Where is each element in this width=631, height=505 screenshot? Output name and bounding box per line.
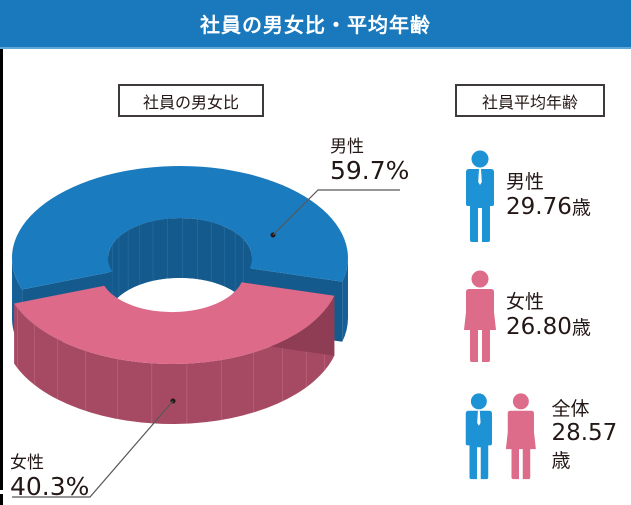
gender-ratio-heading: 社員の男女比 bbox=[118, 84, 264, 117]
male-age-value: 29.76 bbox=[506, 193, 572, 220]
left-border bbox=[0, 494, 3, 505]
female-label-percent: 40.3% bbox=[10, 472, 90, 501]
overall-age-text: 全体 28.57歳 bbox=[551, 397, 631, 474]
overall-average-age: 全体 28.57歳 bbox=[462, 390, 631, 482]
female-label-name: 女性 bbox=[10, 453, 44, 473]
page-title: 社員の男女比・平均年齢 bbox=[200, 13, 431, 37]
overall-age-unit: 歳 bbox=[551, 449, 571, 472]
male-label-percent: 59.7% bbox=[330, 156, 410, 185]
female-age-unit: 歳 bbox=[571, 316, 591, 339]
left-border bbox=[0, 49, 3, 490]
male-age-name: 男性 bbox=[506, 170, 545, 193]
donut-inner-wall bbox=[108, 218, 252, 318]
female-slice bbox=[14, 282, 335, 365]
female-person-icon bbox=[505, 393, 536, 480]
male-label-name: 男性 bbox=[330, 137, 364, 157]
female-age-value: 26.80 bbox=[506, 313, 572, 340]
overall-age-name: 全体 bbox=[551, 397, 590, 420]
male-age-unit: 歳 bbox=[571, 196, 591, 219]
male-average-age: 男性 29.76歳 bbox=[462, 150, 591, 242]
male-slice bbox=[11, 166, 348, 290]
female-person-icon bbox=[464, 270, 496, 362]
header-bar: 社員の男女比・平均年齢 bbox=[0, 0, 631, 49]
female-age-text: 女性 26.80歳 bbox=[506, 290, 591, 340]
overall-age-value: 28.57 bbox=[551, 420, 618, 447]
female-ratio-label: 女性 40.3% bbox=[10, 453, 90, 501]
male-age-text: 男性 29.76歳 bbox=[506, 170, 591, 220]
male-person-icon bbox=[466, 150, 494, 242]
male-person-icon bbox=[465, 393, 492, 480]
average-age-heading: 社員平均年齢 bbox=[455, 84, 605, 117]
male-ratio-label: 男性 59.7% bbox=[330, 137, 410, 185]
female-age-name: 女性 bbox=[506, 290, 545, 313]
female-average-age: 女性 26.80歳 bbox=[462, 270, 591, 362]
